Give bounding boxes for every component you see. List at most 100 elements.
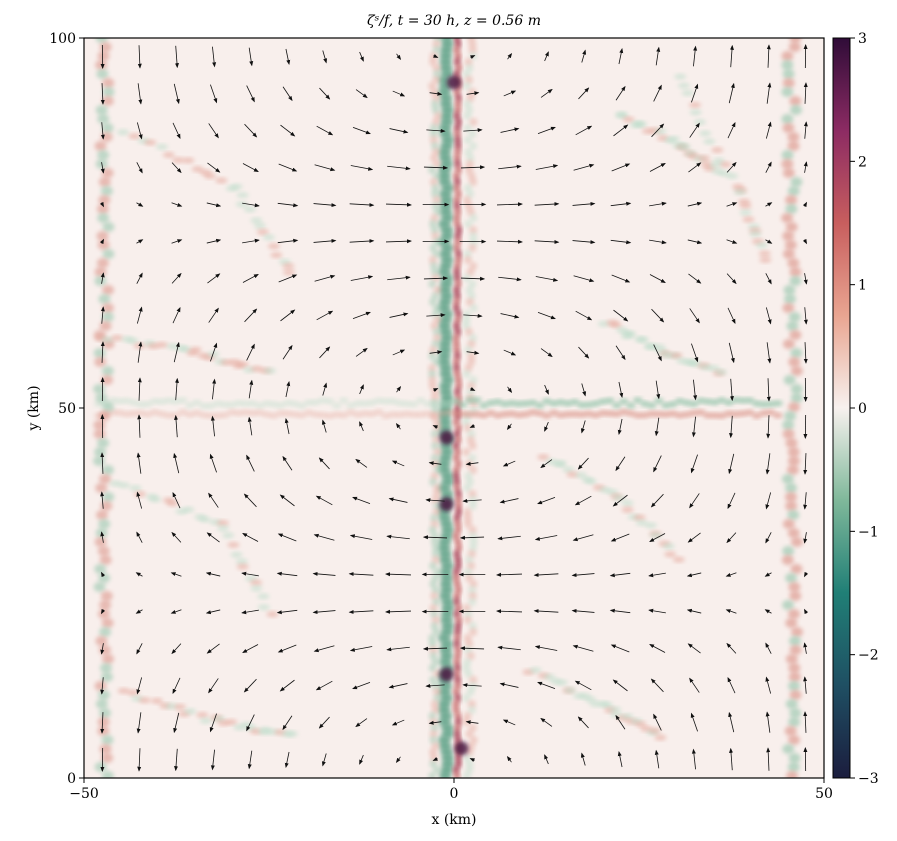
velocity-arrow (470, 55, 476, 60)
vorticity-patch (97, 438, 110, 448)
vorticity-patch (604, 397, 615, 404)
x-axis: −50 0 50 (69, 778, 833, 802)
vorticity-patch (672, 556, 685, 563)
vorticity-patch (789, 276, 802, 286)
vorticity-patch (94, 357, 107, 367)
vorticity-patch (468, 598, 477, 606)
vorticity-patch (217, 525, 230, 532)
vorticity-patch (772, 412, 783, 419)
velocity-arrow (689, 122, 700, 138)
velocity-arrow (278, 274, 298, 283)
velocity-arrow (136, 272, 143, 284)
vorticity-patch (707, 365, 720, 372)
vorticity-patch (667, 401, 678, 408)
vorticity-patch (429, 178, 438, 186)
velocity-arrow (765, 121, 772, 139)
velocity-arrow (611, 274, 631, 283)
vorticity-patch (790, 627, 803, 637)
velocity-arrow (534, 535, 558, 541)
vorticity-patch (468, 682, 477, 690)
vorticity-patch (467, 706, 476, 714)
vorticity-patch (93, 420, 106, 430)
velocity-arrow (765, 202, 773, 207)
vorticity-patch (462, 322, 471, 330)
velocity-arrow (174, 45, 179, 69)
vorticity-patch (98, 294, 111, 304)
vorticity-patch (465, 328, 474, 336)
velocity-arrow (136, 531, 143, 543)
vorticity-patch (439, 497, 454, 512)
velocity-arrow (573, 163, 595, 171)
vorticity-patch (788, 42, 801, 52)
velocity-arrow (174, 748, 179, 772)
vorticity-patch (465, 574, 474, 582)
vorticity-patch (428, 526, 437, 534)
velocity-arrow (100, 531, 105, 543)
vorticity-patch (782, 69, 795, 79)
velocity-arrow (172, 677, 181, 695)
vorticity-patch (433, 316, 442, 324)
vorticity-patch (97, 240, 110, 250)
vorticity-patch (95, 699, 108, 709)
vorticity-patch (733, 189, 746, 196)
vorticity-patch (719, 161, 732, 168)
velocity-arrow (534, 239, 560, 244)
velocity-arrow (208, 123, 219, 139)
vorticity-patch (97, 717, 110, 727)
velocity-arrow (387, 165, 411, 171)
velocity-arrow (352, 681, 371, 690)
velocity-arrow (349, 646, 373, 652)
vorticity-patch (789, 690, 802, 700)
velocity-arrow (395, 422, 401, 430)
velocity-arrow (766, 415, 771, 439)
velocity-arrow (578, 87, 590, 100)
vorticity-patch (634, 721, 647, 728)
vorticity-patch (739, 209, 752, 216)
vorticity-patch (742, 216, 755, 223)
vorticity-patch (431, 106, 440, 114)
vorticity-patch (609, 322, 622, 329)
vorticity-patch (430, 724, 439, 732)
velocity-arrow (277, 533, 297, 542)
vorticity-patch (782, 123, 795, 133)
vorticity-patch (97, 609, 110, 619)
vorticity-patch (429, 244, 438, 252)
vorticity-patch (95, 483, 108, 493)
vorticity-patch (624, 330, 637, 337)
vorticity-patch (429, 262, 438, 270)
velocity-arrow (572, 534, 594, 542)
vorticity-patch (790, 366, 803, 376)
velocity-arrow (173, 341, 180, 363)
vorticity-patch (429, 136, 438, 144)
vorticity-patch (225, 719, 238, 726)
vorticity-patch (787, 141, 800, 151)
vorticity-patch (430, 538, 439, 546)
vorticity-patch (282, 269, 295, 276)
velocity-arrow (765, 239, 773, 244)
velocity-arrow (137, 377, 142, 401)
vorticity-patch (678, 144, 691, 151)
velocity-arrow (355, 458, 368, 468)
velocity-arrow (650, 678, 664, 693)
velocity-arrow (535, 276, 559, 282)
velocity-arrow (502, 719, 516, 726)
vorticity-patch (469, 580, 478, 588)
vorticity-patch (782, 744, 795, 754)
velocity-arrow (544, 754, 549, 765)
vorticity-patch (464, 58, 473, 66)
plot-area (83, 37, 825, 779)
velocity-arrow (429, 91, 443, 96)
velocity-arrow (385, 609, 411, 614)
vorticity-patch (466, 94, 475, 102)
vorticity-patch (787, 186, 800, 196)
vorticity-patch (787, 735, 800, 745)
vorticity-patch (781, 60, 794, 70)
vorticity-patch (95, 38, 108, 43)
velocity-arrow (207, 273, 221, 284)
vorticity-patch (189, 346, 202, 353)
vorticity-patch (432, 172, 441, 180)
velocity-arrow (244, 123, 258, 138)
velocity-arrow (319, 87, 331, 100)
velocity-arrow (726, 202, 738, 207)
vorticity-patch (737, 397, 748, 404)
